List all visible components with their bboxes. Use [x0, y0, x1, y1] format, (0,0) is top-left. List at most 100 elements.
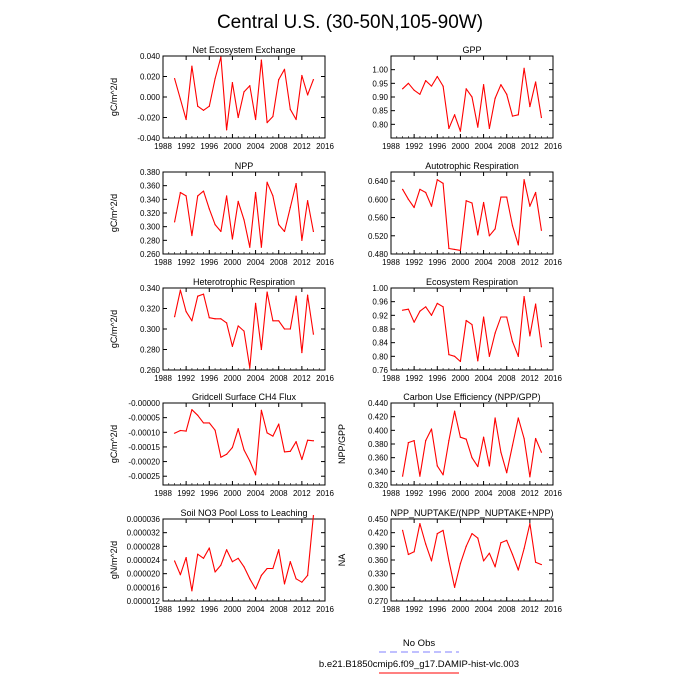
data-point — [266, 181, 268, 183]
data-point — [535, 303, 537, 305]
data-point — [278, 423, 280, 425]
x-tick-label: 2012 — [521, 489, 539, 498]
data-point — [477, 234, 479, 236]
data-point — [459, 436, 462, 438]
data-point — [312, 440, 315, 442]
data-point — [494, 97, 496, 99]
y-tick-label: -0.00020 — [128, 458, 160, 467]
data-point — [301, 458, 303, 461]
data-point — [430, 205, 433, 207]
data-point — [477, 537, 479, 539]
data-point — [511, 444, 514, 446]
data-point — [535, 191, 537, 194]
data-point — [243, 91, 245, 93]
data-point — [208, 422, 210, 424]
chart-panel: GPP 1988 1992 1996 2000 2004 2008 2012 2016 0.80 0… — [372, 45, 562, 151]
data-point — [278, 320, 280, 322]
data-point — [454, 586, 456, 588]
data-point — [535, 437, 537, 440]
y-tick-label: 0.320 — [140, 305, 161, 314]
y-tick-label: -0.00005 — [128, 414, 160, 423]
x-tick-label: 2016 — [544, 142, 562, 151]
data-point — [307, 94, 309, 96]
data-point — [249, 367, 251, 369]
data-point — [430, 85, 433, 87]
data-point — [214, 571, 216, 573]
data-point — [283, 583, 286, 585]
data-point — [289, 206, 291, 209]
y-tick-label: 0.340 — [140, 284, 161, 293]
data-point — [448, 127, 450, 130]
y-tick-label: 0.340 — [368, 467, 389, 476]
x-tick-label: 2004 — [247, 489, 265, 498]
data-point — [185, 430, 187, 432]
chart-title: NPP — [235, 161, 254, 171]
x-tick-label: 2016 — [316, 258, 334, 267]
y-tick-label: 0.260 — [140, 366, 161, 375]
x-tick-label: 2016 — [544, 258, 562, 267]
figure-title: Central U.S. (30-50N,105-90W) — [217, 12, 483, 33]
plot-frame — [162, 55, 326, 139]
data-point — [197, 105, 199, 107]
data-point — [471, 96, 473, 98]
x-tick-label: 1988 — [154, 142, 172, 151]
data-point — [272, 567, 274, 570]
data-point — [197, 553, 199, 555]
x-tick-label: 2012 — [521, 374, 539, 383]
x-tick-label: 1988 — [382, 489, 400, 498]
y-axis-label: gC/m^2/d — [109, 194, 119, 232]
data-point — [220, 230, 222, 233]
y-axis-label: gC/m^2/d — [109, 310, 119, 348]
chart-title: Net Ecosystem Exchange — [192, 45, 295, 55]
series-line — [174, 515, 314, 592]
x-tick-label: 1992 — [405, 489, 423, 498]
data-point — [226, 195, 228, 197]
x-tick-label: 2008 — [498, 142, 516, 151]
data-point — [425, 80, 427, 82]
x-tick-label: 2004 — [475, 258, 493, 267]
data-point — [214, 429, 216, 431]
data-point — [454, 410, 456, 412]
chart-title: GPP — [462, 45, 481, 55]
x-tick-label: 2008 — [270, 374, 288, 383]
data-point — [401, 309, 404, 311]
y-tick-label: 0.360 — [140, 182, 161, 191]
data-point — [442, 306, 444, 308]
data-point — [254, 118, 257, 121]
plot-frame — [390, 402, 554, 486]
data-point — [482, 201, 485, 204]
data-point — [488, 127, 490, 130]
data-point — [419, 310, 421, 312]
data-point — [312, 78, 315, 81]
x-tick-label: 2004 — [475, 374, 493, 383]
data-point — [237, 325, 239, 327]
data-point — [197, 295, 199, 297]
data-point — [249, 85, 251, 87]
data-point — [425, 543, 427, 545]
x-tick-label: 2008 — [270, 605, 288, 614]
x-tick-label: 1988 — [154, 374, 172, 383]
data-point — [260, 409, 262, 411]
data-point — [500, 316, 502, 318]
data-point — [266, 122, 268, 124]
data-point — [191, 234, 193, 237]
data-point — [254, 302, 257, 304]
data-point — [454, 355, 456, 357]
data-point — [454, 248, 456, 251]
data-point — [436, 75, 438, 78]
data-point — [283, 328, 286, 330]
y-tick-label: 0.420 — [368, 413, 389, 422]
data-point — [401, 529, 404, 531]
chart-panel: Heterotrophic Respiration gC/m^2/d 1988 199… — [109, 277, 334, 383]
data-point — [260, 246, 262, 248]
data-point — [517, 417, 519, 419]
y-tick-label: 0.320 — [140, 209, 161, 218]
y-tick-label: 0.390 — [368, 542, 389, 551]
data-point — [482, 84, 485, 86]
data-point — [220, 564, 222, 566]
y-tick-label: -0.00000 — [128, 399, 160, 408]
data-point — [254, 588, 257, 590]
data-point — [243, 566, 245, 568]
chart-panel: Net Ecosystem Exchange gC/m^2/d 1988 1992 19… — [109, 45, 334, 151]
data-point — [523, 179, 525, 181]
